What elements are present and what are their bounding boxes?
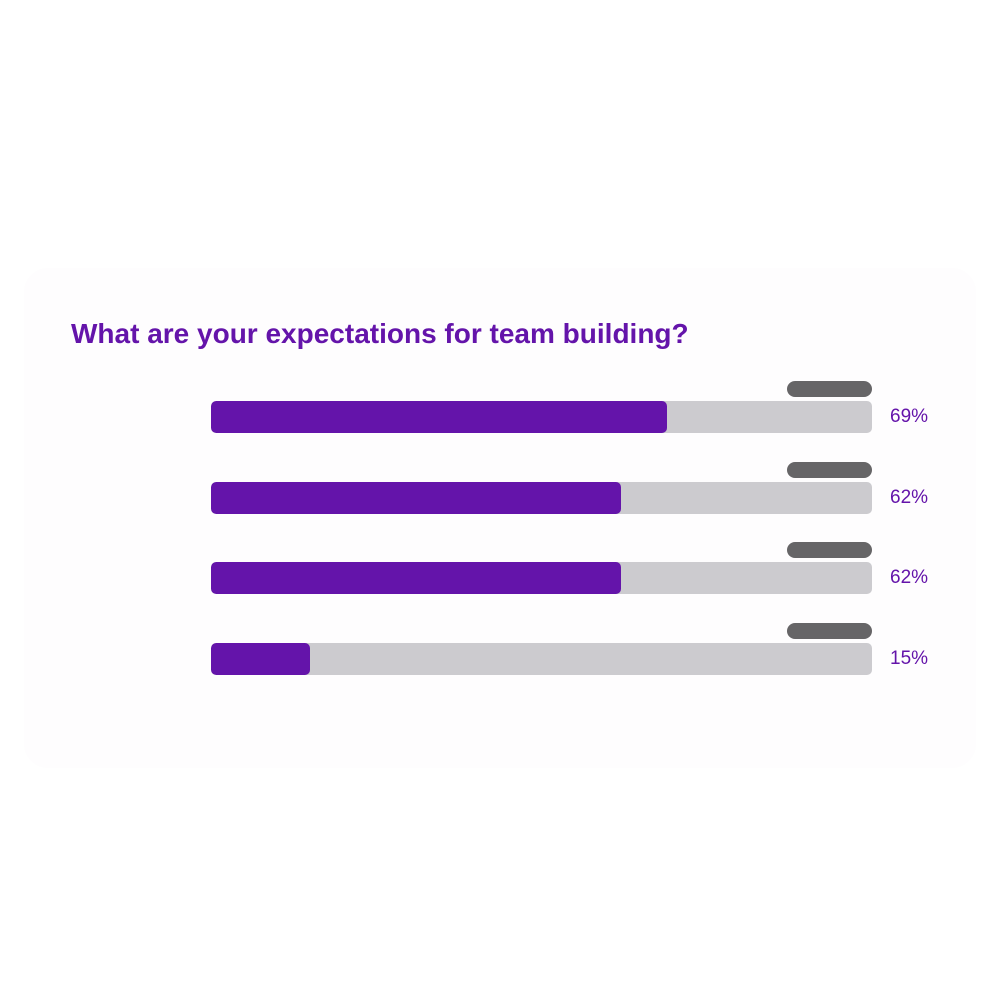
option-label-placeholder [787, 381, 872, 397]
bar-row: 62% [0, 542, 1000, 602]
bar-fill [211, 401, 668, 433]
bar-row: 15% [0, 623, 1000, 683]
bar-track [211, 643, 872, 676]
option-label-placeholder [787, 623, 872, 640]
poll-card [24, 268, 976, 768]
bar-track [211, 562, 872, 595]
bar-value-label: 62% [890, 486, 929, 508]
bar-track [211, 401, 872, 433]
chart-title: What are your expectations for team buil… [71, 318, 689, 349]
bar-fill [211, 643, 311, 676]
bar-value-label: 15% [890, 648, 929, 670]
bar-track [211, 481, 872, 514]
option-label-placeholder [787, 542, 872, 559]
bar-row: 69% [0, 381, 1000, 441]
bar-row: 62% [0, 461, 1000, 522]
bar-value-label: 69% [890, 406, 929, 427]
option-label-placeholder [787, 461, 872, 478]
bar-fill [211, 481, 621, 514]
bar-value-label: 62% [890, 567, 929, 589]
bar-fill [211, 562, 621, 595]
